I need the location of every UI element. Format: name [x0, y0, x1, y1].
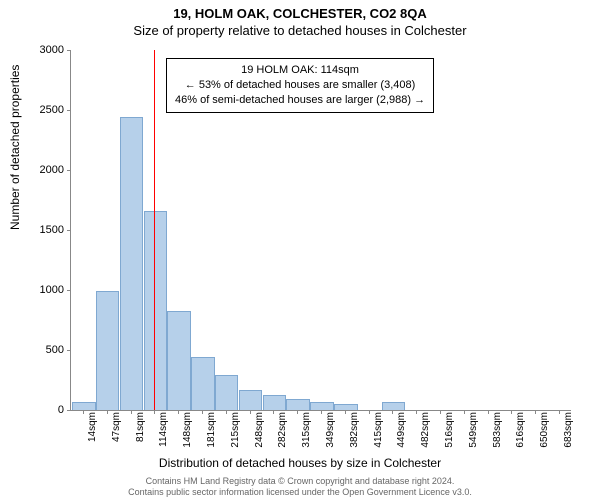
footer-line2: Contains public sector information licen… [0, 487, 600, 498]
x-tick-label: 349sqm [325, 412, 336, 448]
footer-attribution: Contains HM Land Registry data © Crown c… [0, 476, 600, 498]
x-tick-label: 148sqm [182, 412, 193, 448]
x-tick-label: 215sqm [230, 412, 241, 448]
y-tick-label: 3000 [24, 44, 64, 56]
y-axis-label: Number of detached properties [8, 65, 22, 230]
x-tick-label: 81sqm [135, 412, 146, 442]
x-tick-label: 181sqm [206, 412, 217, 448]
histogram-bar [215, 375, 238, 410]
annotation-line1: 19 HOLM OAK: 114sqm [175, 63, 425, 78]
x-tick-label: 449sqm [396, 412, 407, 448]
plot-area: 19 HOLM OAK: 114sqm ← 53% of detached ho… [70, 50, 571, 411]
histogram-bar [310, 402, 333, 410]
x-tick-label: 482sqm [420, 412, 431, 448]
x-tick-label: 47sqm [111, 412, 122, 442]
x-tick-label: 14sqm [87, 412, 98, 442]
histogram-bar [286, 399, 309, 410]
title-subtitle: Size of property relative to detached ho… [0, 21, 600, 38]
chart-container: 19, HOLM OAK, COLCHESTER, CO2 8QA Size o… [0, 0, 600, 500]
x-tick-label: 282sqm [277, 412, 288, 448]
x-tick-label: 583sqm [492, 412, 503, 448]
y-tick-label: 2000 [24, 164, 64, 176]
histogram-bar [263, 395, 286, 410]
x-tick-label: 516sqm [444, 412, 455, 448]
annotation-line3: 46% of semi-detached houses are larger (… [175, 93, 425, 108]
histogram-bar [72, 402, 95, 410]
histogram-bar [96, 291, 119, 410]
reference-line [154, 50, 155, 410]
histogram-bar [334, 404, 357, 410]
title-address: 19, HOLM OAK, COLCHESTER, CO2 8QA [0, 0, 600, 21]
x-tick-label: 683sqm [563, 412, 574, 448]
x-tick-label: 549sqm [468, 412, 479, 448]
annotation-box: 19 HOLM OAK: 114sqm ← 53% of detached ho… [166, 58, 434, 113]
x-axis-label: Distribution of detached houses by size … [0, 456, 600, 470]
x-tick-label: 315sqm [301, 412, 312, 448]
histogram-bar [191, 357, 214, 410]
annotation-line2: ← 53% of detached houses are smaller (3,… [175, 78, 425, 93]
histogram-bar [239, 390, 262, 410]
y-tick-label: 500 [24, 344, 64, 356]
y-tick-label: 0 [24, 404, 64, 416]
y-tick-label: 1000 [24, 284, 64, 296]
histogram-bar [120, 117, 143, 410]
x-tick-label: 415sqm [373, 412, 384, 448]
footer-line1: Contains HM Land Registry data © Crown c… [0, 476, 600, 487]
histogram-bar [382, 402, 405, 410]
histogram-bar [167, 311, 190, 410]
y-tick-label: 2500 [24, 104, 64, 116]
x-tick-label: 650sqm [539, 412, 550, 448]
x-tick-label: 382sqm [349, 412, 360, 448]
y-tick-label: 1500 [24, 224, 64, 236]
x-tick-label: 114sqm [158, 412, 169, 447]
x-tick-label: 248sqm [254, 412, 265, 448]
x-tick-label: 616sqm [515, 412, 526, 448]
